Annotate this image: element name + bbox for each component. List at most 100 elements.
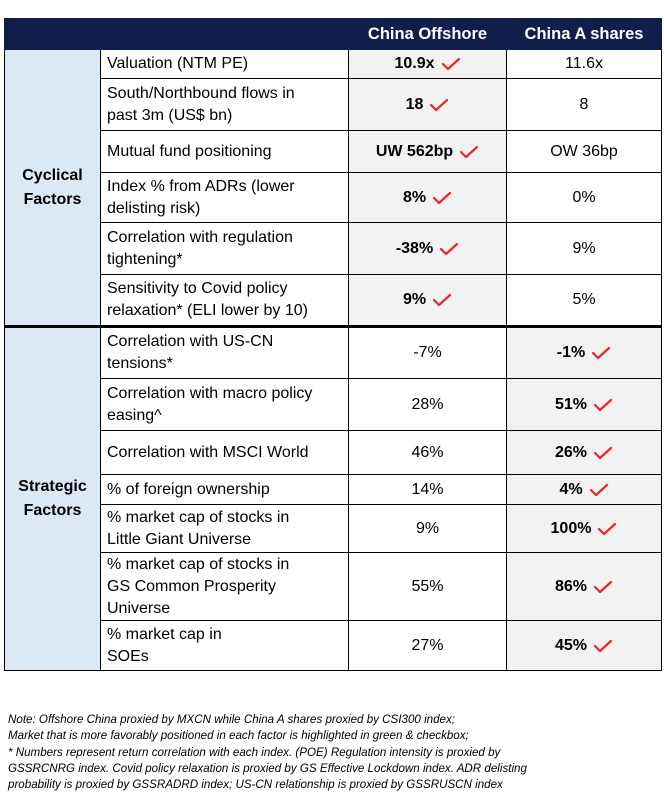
factor-name-line: % market cap of stocks in <box>107 555 290 573</box>
factor-name-line: Universe <box>107 599 171 617</box>
value-text: 5% <box>572 291 596 308</box>
value-china-offshore: -7% <box>348 325 507 379</box>
checkmark-icon <box>593 446 613 460</box>
checkmark-icon <box>591 346 611 360</box>
factor-name: % market cap in SOEs <box>100 620 349 671</box>
factor-name-line: Little Giant Universe <box>107 530 252 548</box>
checkmark-icon <box>597 522 617 536</box>
value-text: 14% <box>411 480 444 498</box>
table-row: South/Northbound flows in past 3m (US$ bn… <box>5 78 662 131</box>
value-text: 18 <box>405 95 424 113</box>
value-wrapper: 51% <box>555 396 613 414</box>
group-label-line: Factors <box>23 502 82 519</box>
value-china-a-shares: OW 36bp <box>506 130 662 173</box>
value-text: 28% <box>411 395 444 413</box>
factor-name: % market cap of stocks in GS Common Prosp… <box>100 552 349 621</box>
checkmark-icon <box>589 483 609 497</box>
factor-name-line: delisting risk) <box>107 199 201 217</box>
table-row: % of foreign ownership 14% 4% <box>5 474 662 505</box>
factor-name-line: % market cap in <box>107 625 222 643</box>
value-text: 86% <box>554 577 588 595</box>
value-wrapper: 86% <box>555 578 613 596</box>
value-wrapper: 26% <box>555 444 613 462</box>
factor-name: Sensitivity to Covid policy relaxation* (… <box>100 274 349 327</box>
value-text: 27% <box>411 636 444 654</box>
table-row: Correlation with MSCI World 46% 26% <box>5 430 662 475</box>
value-text: 0% <box>572 188 596 206</box>
value-china-offshore: -38% <box>348 222 507 275</box>
table-row: Sensitivity to Covid policy relaxation* (… <box>5 274 662 327</box>
factor-name-line: SOEs <box>107 647 149 665</box>
factor-name: Index % from ADRs (lower delisting risk) <box>100 172 349 223</box>
value-text: 11.6x <box>565 55 603 72</box>
factor-name-line: South/Northbound flows in <box>107 84 295 102</box>
factor-name-line: Valuation (NTM PE) <box>107 55 249 72</box>
value-china-offshore: 10.9x <box>348 49 507 79</box>
value-wrapper: -1% <box>557 344 611 362</box>
group-label-line: Factors <box>23 190 82 208</box>
value-wrapper: 0% <box>572 189 595 207</box>
factor-name: Correlation with regulation tightening* <box>100 222 349 275</box>
value-china-offshore: 9% <box>348 274 507 327</box>
value-wrapper: 4% <box>559 481 608 499</box>
value-wrapper: -7% <box>413 344 441 362</box>
checkmark-icon <box>593 639 613 653</box>
value-wrapper: 8% <box>403 189 452 207</box>
group-label: Cyclical Factors <box>4 49 101 327</box>
value-china-a-shares: 100% <box>506 504 662 553</box>
value-text: 46% <box>411 443 444 461</box>
table-row: Index % from ADRs (lower delisting risk) 8… <box>5 172 662 223</box>
checkmark-icon <box>429 98 449 112</box>
table-row: % market cap of stocks in Little Giant Un… <box>5 504 662 553</box>
value-wrapper: 9% <box>403 291 452 309</box>
checkmark-icon <box>459 145 479 159</box>
value-china-offshore: 18 <box>348 78 507 131</box>
value-china-a-shares: 0% <box>506 172 662 223</box>
value-china-offshore: UW 562bp <box>348 130 507 173</box>
value-china-offshore: 28% <box>348 378 507 431</box>
value-wrapper: 9% <box>572 240 595 258</box>
footnote-line: Note: Offshore China proxied by MXCN whi… <box>8 713 456 726</box>
footnote-line: * Numbers represent return correlation w… <box>8 745 501 759</box>
value-china-offshore: 8% <box>348 172 507 223</box>
value-china-a-shares: 45% <box>506 620 662 671</box>
factor-name: % of foreign ownership <box>100 474 349 505</box>
table-row: % market cap in SOEs 27% 45% <box>5 620 662 671</box>
footnote: Note: Offshore China proxied by MXCN whi… <box>8 712 658 793</box>
value-wrapper: 5% <box>572 291 595 309</box>
group-label: Strategic Factors <box>4 325 101 671</box>
header-blank <box>4 18 349 50</box>
checkmark-icon <box>441 57 461 71</box>
factor-name-line: Correlation with US-CN <box>107 333 274 350</box>
factor-name: South/Northbound flows in past 3m (US$ bn… <box>100 78 349 131</box>
value-wrapper: 10.9x <box>394 55 460 73</box>
factor-name-line: tensions* <box>107 355 173 372</box>
checkmark-icon <box>593 580 613 594</box>
value-text: OW 36bp <box>550 142 618 160</box>
factor-name: Correlation with macro policy easing^ <box>100 378 349 431</box>
factor-name-line: Correlation with regulation <box>107 228 293 246</box>
value-china-offshore: 9% <box>348 504 507 553</box>
value-text: 4% <box>559 480 583 498</box>
value-wrapper: 100% <box>551 520 618 538</box>
value-text: 100% <box>550 519 592 537</box>
header-china-a-shares: China A shares <box>506 18 662 50</box>
value-text: -7% <box>413 344 442 361</box>
value-china-a-shares: 9% <box>506 222 662 275</box>
factor-name: Correlation with US-CN tensions* <box>100 325 349 379</box>
value-china-a-shares: 4% <box>506 474 662 505</box>
value-china-a-shares: 26% <box>506 430 662 475</box>
factor-name: Mutual fund positioning <box>100 130 349 173</box>
factor-name-line: Correlation with macro policy <box>107 384 313 402</box>
value-text: 8% <box>402 188 427 206</box>
factor-name-line: Mutual fund positioning <box>107 142 272 160</box>
value-china-offshore: 46% <box>348 430 507 475</box>
checkmark-icon <box>432 191 452 205</box>
table-row: Strategic Factors Correlation with US-CN te… <box>4 325 662 671</box>
value-wrapper: -38% <box>396 240 459 258</box>
factor-name: Correlation with MSCI World <box>100 430 349 475</box>
value-wrapper: 27% <box>411 637 443 655</box>
factor-name-line: % market cap of stocks in <box>107 508 290 526</box>
value-wrapper: UW 562bp <box>376 143 479 161</box>
value-china-a-shares: 8 <box>506 78 662 131</box>
